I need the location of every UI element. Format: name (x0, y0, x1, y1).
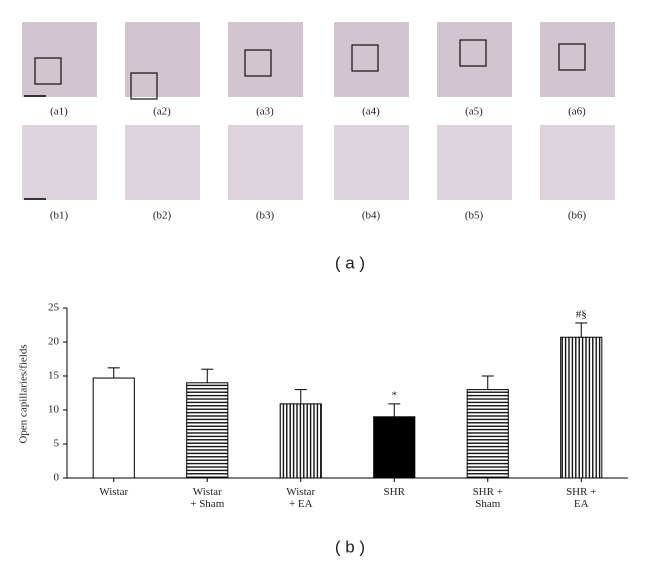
bar (186, 382, 229, 479)
micrograph (334, 22, 409, 97)
y-tick-label: 0 (54, 472, 60, 484)
micrograph-label: (a5) (465, 106, 483, 118)
roi-box (244, 49, 272, 77)
roi-box (558, 43, 586, 71)
micrograph (437, 125, 512, 200)
roi-box (459, 39, 487, 67)
annotation: #§ (576, 308, 587, 320)
roi-box (34, 57, 62, 85)
x-tick-label: Wistar + EA (286, 486, 315, 510)
micrograph (228, 22, 303, 97)
micrograph-label: (b4) (362, 210, 381, 222)
bar (92, 377, 135, 479)
micrograph-label: (b2) (153, 210, 172, 222)
micrograph (22, 125, 97, 200)
micrograph (22, 22, 97, 97)
micrograph-label: (a6) (568, 106, 586, 118)
roi-box (351, 44, 379, 72)
micrograph-label: (b3) (256, 210, 275, 222)
panel-label: ( b ) (335, 537, 365, 556)
micrograph-label: (a2) (153, 106, 171, 118)
micrograph (437, 22, 512, 97)
bar (373, 416, 416, 479)
bar (466, 389, 509, 479)
micrograph-label: (a3) (256, 106, 274, 118)
micrographs: (a1) (a2) (a3) (a4) (a5) (a6) (b1) (b2) (b3) (b4)… (22, 22, 615, 222)
x-tick-label: SHR (384, 486, 406, 498)
roi-box (130, 72, 158, 100)
y-tick-label: 25 (48, 302, 60, 314)
micrograph (334, 125, 409, 200)
bar (279, 403, 322, 479)
y-axis-label: Open capillaries/fields (18, 344, 30, 443)
micrograph (540, 125, 615, 200)
micrograph-label: (b1) (50, 210, 69, 222)
y-tick-label: 20 (48, 336, 60, 348)
micrograph-label: (b6) (568, 210, 587, 222)
micrograph (125, 22, 200, 97)
micrograph-label: (a1) (50, 106, 68, 118)
y-tick-label: 10 (48, 404, 60, 416)
micrograph (228, 125, 303, 200)
micrograph (540, 22, 615, 97)
x-tick-label: SHR + EA (566, 486, 596, 510)
y-tick-label: 15 (48, 370, 60, 382)
micrograph-label: (a4) (362, 106, 380, 118)
y-tick-label: 5 (54, 438, 60, 450)
bar (560, 336, 603, 479)
panel-label: ( a ) (335, 253, 365, 272)
annotation: * (392, 389, 398, 401)
x-tick-label: Wistar (99, 486, 128, 498)
x-tick-label: Wistar + Sham (190, 486, 224, 510)
micrograph (125, 125, 200, 200)
x-tick-label: SHR + Sham (473, 486, 503, 510)
micrograph-label: (b5) (465, 210, 484, 222)
